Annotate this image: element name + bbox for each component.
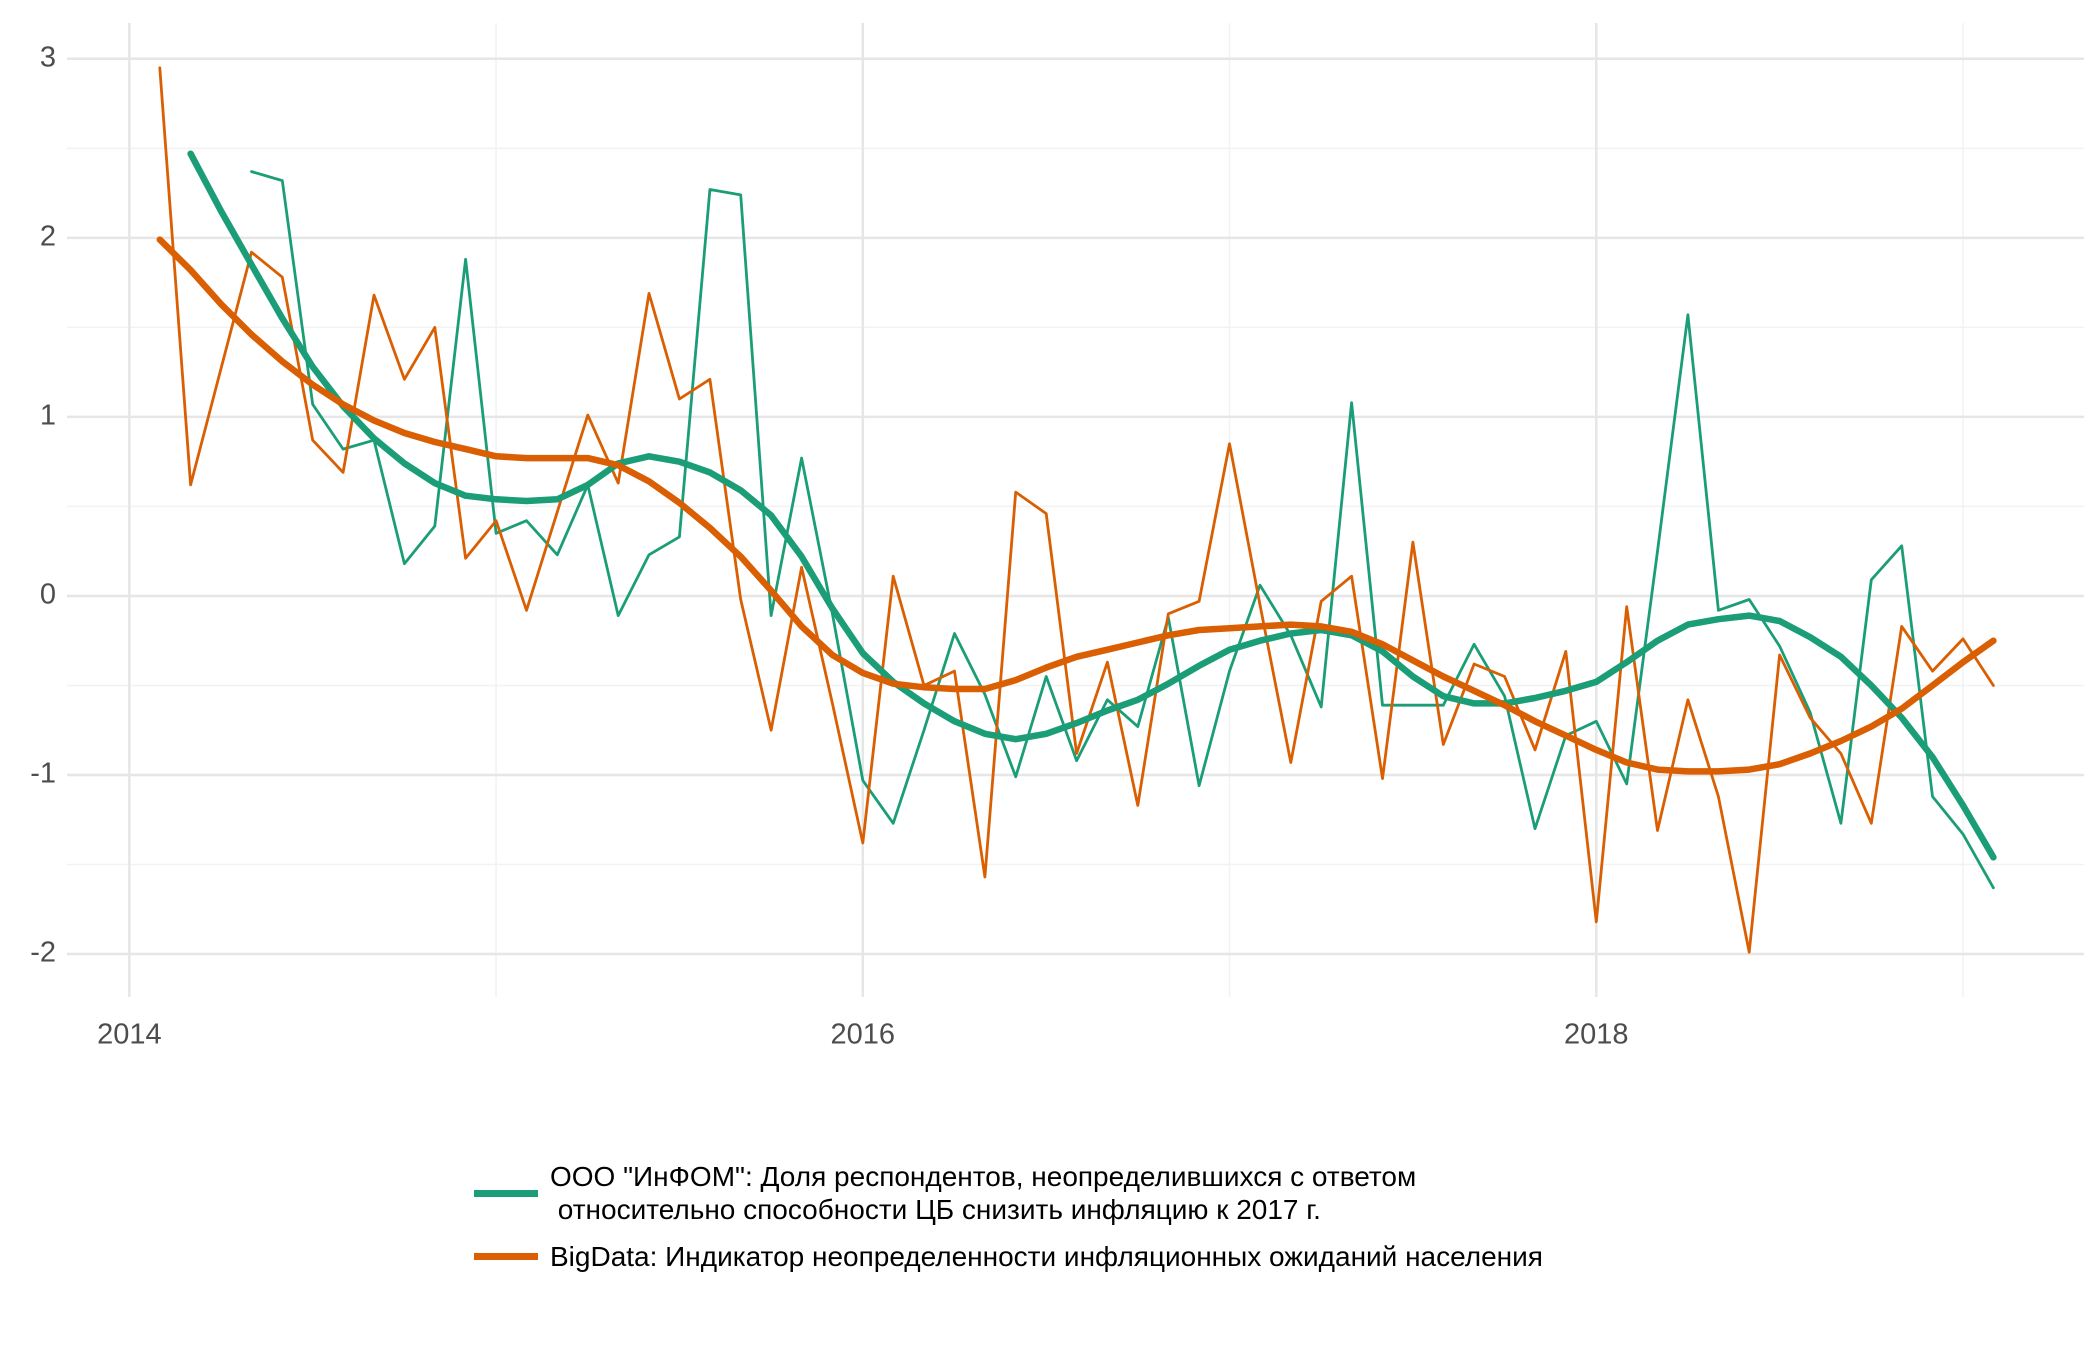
legend-label: BigData: Индикатор неопределенности инфл…	[550, 1241, 1543, 1272]
x-tick-label: 2018	[1564, 1019, 1629, 1051]
trend-line	[156, 236, 1997, 775]
legend-key	[474, 1189, 538, 1197]
legend-key	[474, 1253, 538, 1260]
y-tick-label: 3	[40, 41, 56, 73]
y-tick-label: 0	[40, 579, 56, 611]
legend: ООО "ИнФОМ": Доля респондентов, неопреде…	[474, 1160, 1543, 1287]
x-tick-label: 2016	[831, 1019, 896, 1051]
y-tick-label: 1	[40, 400, 56, 432]
legend-entry: BigData: Индикатор неопределенности инфл…	[474, 1240, 1543, 1273]
legend-label: ООО "ИнФОМ": Доля респондентов, неопреде…	[550, 1161, 1417, 1225]
y-tick-label: -1	[30, 758, 56, 790]
data-line	[158, 66, 1995, 954]
trend-line	[187, 150, 1997, 861]
legend-entry: ООО "ИнФОМ": Доля респондентов, неопреде…	[474, 1160, 1543, 1226]
x-tick-label: 2014	[97, 1019, 162, 1051]
data-line	[250, 170, 1995, 890]
y-tick-label: 2	[40, 221, 56, 253]
y-tick-label: -2	[30, 937, 56, 969]
chart: -2 -1 0 1 2 3 2014 2016 2018	[30, 23, 2084, 1051]
